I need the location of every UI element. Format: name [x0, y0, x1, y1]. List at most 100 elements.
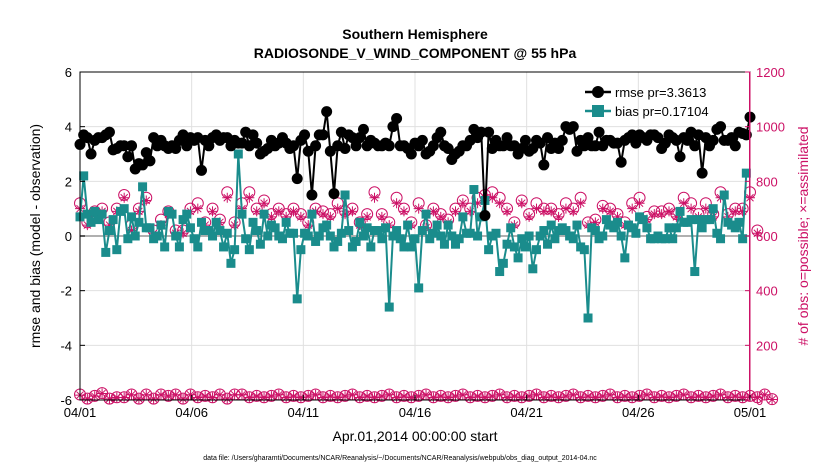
- rmse-point-77: [357, 123, 369, 135]
- obs-upper-assimilated-170: [700, 203, 711, 214]
- bias-point-41: [226, 258, 236, 268]
- bias-point-8: [104, 226, 114, 236]
- obs-lower-assimilated-34: [200, 391, 211, 402]
- obs-lower-possible-132: [559, 389, 572, 402]
- obs-lower-assimilated-138: [583, 391, 594, 402]
- obs-lower-assimilated-176: [722, 392, 733, 403]
- y-axis-right-label: # of obs: o=possible; ×=assimilated: [795, 126, 811, 345]
- obs-upper-assimilated-62: [303, 220, 314, 231]
- rmse-point-66: [317, 129, 329, 141]
- rmse-point-19: [144, 155, 156, 167]
- bias-point-74: [347, 242, 357, 252]
- bias-point-5: [93, 215, 103, 225]
- obs-lower-assimilated-76: [354, 392, 365, 403]
- obs-lower-possible-146: [611, 391, 624, 404]
- obs-upper-assimilated-124: [531, 203, 542, 214]
- bias-point-159: [660, 234, 670, 244]
- legend-bias-text: bias pr=0.17104: [615, 104, 709, 119]
- obs-upper-assimilated-58: [288, 206, 299, 217]
- footnote: data file: /Users/gharamti/Documents/NCA…: [203, 455, 597, 462]
- obs-lower-assimilated-22: [155, 389, 166, 400]
- obs-upper-assimilated-82: [376, 211, 387, 222]
- bias-point-147: [616, 231, 626, 241]
- bias-point-85: [388, 231, 398, 241]
- obs-upper-assimilated-164: [678, 198, 689, 209]
- obs-lower-assimilated-46: [244, 392, 255, 403]
- bias-point-12: [119, 204, 129, 214]
- bias-point-68: [325, 231, 335, 241]
- bias-point-22: [156, 220, 166, 230]
- bias-point-82: [377, 234, 387, 244]
- bias-point-60: [296, 245, 306, 255]
- obs-upper-assimilated-120: [516, 198, 527, 209]
- obs-lower-possible-170: [699, 391, 712, 404]
- obs-upper-assimilated-116: [502, 206, 513, 217]
- legend-bias-marker: [592, 105, 604, 117]
- obs-lower-assimilated-136: [575, 392, 586, 403]
- obs-lower-possible-142: [596, 389, 609, 402]
- bias-point-101: [447, 231, 457, 241]
- bias-point-123: [528, 264, 538, 274]
- bias-point-106: [465, 228, 475, 238]
- obs-lower-assimilated-104: [457, 389, 468, 400]
- obs-lower-possible-102: [449, 389, 462, 402]
- chart-title-line2: RADIOSONDE_V_WIND_COMPONENT @ 55 hPa: [254, 45, 577, 61]
- bias-point-104: [458, 212, 468, 222]
- obs-lower-assimilated-112: [487, 391, 498, 402]
- rmse-point-141: [593, 126, 605, 138]
- bias-point-124: [531, 245, 541, 255]
- bias-point-3: [86, 217, 96, 227]
- obs-lower-assimilated-16: [133, 393, 144, 404]
- obs-upper-assimilated-86: [391, 198, 402, 209]
- rmse-point-8: [103, 126, 115, 138]
- bias-point-89: [403, 220, 413, 230]
- rmse-point-172: [707, 134, 719, 146]
- bias-point-81: [373, 226, 383, 236]
- y-left-tick-label-3: 0: [65, 229, 72, 244]
- obs-upper-assimilated-14: [126, 225, 137, 236]
- y-left-tick-label-0: -6: [60, 393, 72, 408]
- y-right-tick-label-5: 1000: [756, 120, 785, 135]
- bias-point-40: [222, 228, 232, 238]
- bias-point-67: [322, 220, 332, 230]
- obs-lower-possible-166: [685, 391, 698, 404]
- obs-upper-assimilated-150: [627, 203, 638, 214]
- obs-lower-assimilated-128: [546, 391, 557, 402]
- y-left-tick-label-5: 4: [65, 120, 72, 135]
- obs-upper-assimilated-140: [590, 217, 601, 228]
- obs-lower-assimilated-150: [627, 392, 638, 403]
- obs-lower-assimilated-30: [185, 389, 196, 400]
- rmse-point-169: [696, 167, 708, 179]
- obs-lower-assimilated-38: [214, 389, 225, 400]
- obs-lower-assimilated-48: [251, 391, 262, 402]
- obs-lower-assimilated-168: [693, 391, 704, 402]
- obs-lower-possible-72: [339, 389, 352, 402]
- bias-point-102: [450, 239, 460, 249]
- obs-lower-assimilated-152: [634, 391, 645, 402]
- bias-point-55: [277, 234, 287, 244]
- x-tick-label-1: 04/06: [175, 405, 208, 420]
- x-tick-label-5: 04/26: [622, 405, 655, 420]
- bias-point-172: [708, 204, 718, 214]
- obs-lower-possible-176: [721, 391, 734, 404]
- bias-point-135: [572, 220, 582, 230]
- obs-lower-assimilated-94: [421, 389, 432, 400]
- obs-lower-assimilated-158: [656, 391, 667, 402]
- rmse-point-126: [538, 159, 550, 171]
- bias-point-87: [395, 234, 405, 244]
- bias-point-35: [204, 226, 214, 236]
- y-right-tick-label-1: 200: [756, 338, 778, 353]
- obs-lower-assimilated-20: [148, 393, 159, 404]
- obs-lower-possible-116: [501, 391, 514, 404]
- obs-upper-assimilated-16: [133, 206, 144, 217]
- obs-upper-assimilated-134: [568, 206, 579, 217]
- y-left-tick-label-2: -2: [60, 284, 72, 299]
- obs-lower-assimilated-78: [362, 391, 373, 402]
- legend-rmse-marker: [592, 86, 604, 98]
- bias-point-148: [620, 253, 630, 263]
- bias-point-150: [627, 223, 637, 233]
- obs-lower-possible-92: [412, 389, 425, 402]
- obs-lower-assimilated-170: [700, 392, 711, 403]
- bias-point-153: [638, 215, 648, 225]
- bias-point-167: [690, 267, 700, 277]
